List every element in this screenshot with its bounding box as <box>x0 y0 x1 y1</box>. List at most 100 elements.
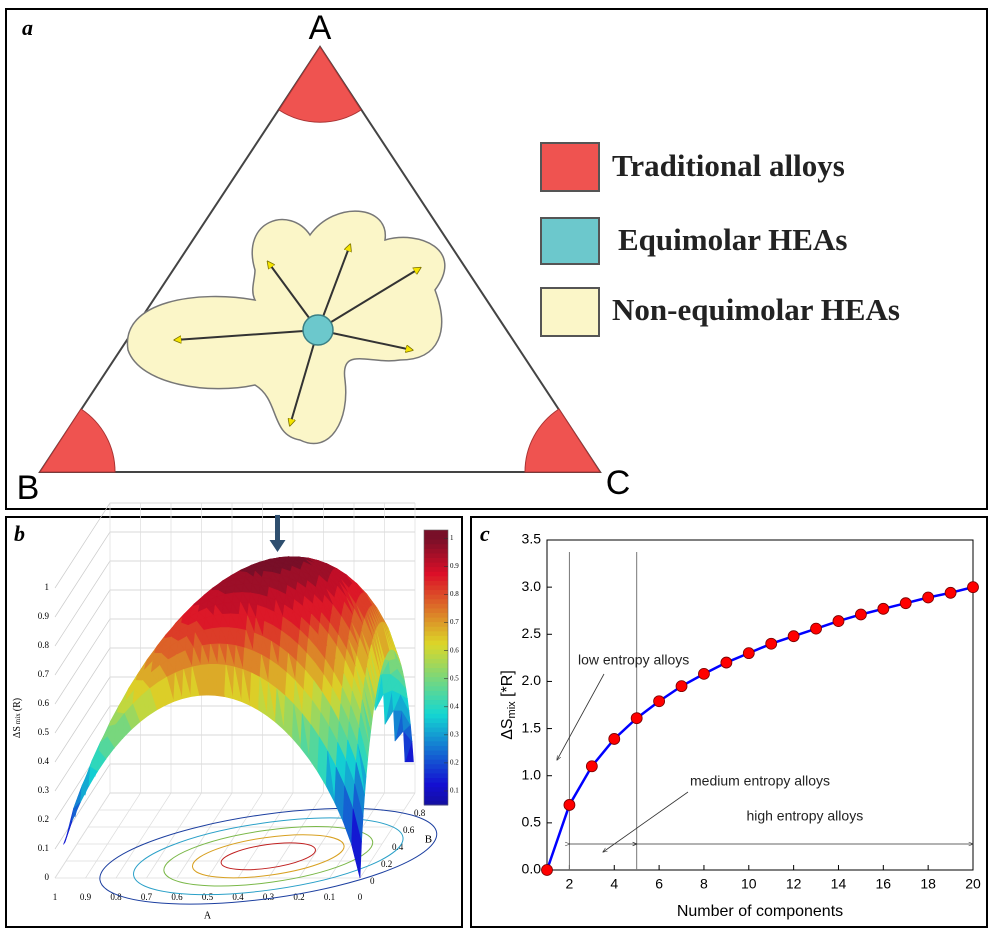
colorbar-tick-label: 0.8 <box>450 590 459 598</box>
colorbar-segment <box>424 690 448 695</box>
data-point <box>676 681 687 692</box>
colorbar-segment <box>424 741 448 746</box>
y-tick-label: 0 <box>370 876 375 886</box>
y-axis-label-part: ΔS <box>499 718 516 739</box>
panel-label: b <box>14 521 25 546</box>
z-tick-label: 0 <box>45 872 50 882</box>
low-label: low entropy alloys <box>578 652 689 668</box>
colorbar-segment <box>424 695 448 700</box>
colorbar-segment <box>424 585 448 590</box>
colorbar-segment <box>424 755 448 760</box>
x-tick-label: 6 <box>655 876 663 892</box>
colorbar-tick-label: 0.2 <box>450 759 459 767</box>
colorbar-segment <box>424 571 448 576</box>
colorbar-segment <box>424 718 448 723</box>
colorbar-segment <box>424 608 448 613</box>
z-tick-label: 0.7 <box>38 669 50 679</box>
y-tick-label: 0.2 <box>381 859 392 869</box>
z-tick-label: 0.4 <box>38 756 50 766</box>
colorbar-segment <box>424 539 448 544</box>
z-tick-label: 0.1 <box>38 843 49 853</box>
colorbar-segment <box>424 668 448 673</box>
y-tick-label: 0.5 <box>522 814 542 830</box>
data-point <box>743 648 754 659</box>
x-axis-label: Number of components <box>677 903 843 920</box>
colorbar-segment <box>424 791 448 796</box>
data-point <box>788 631 799 642</box>
x-tick-label: 10 <box>741 876 757 892</box>
x-tick-label: 16 <box>876 876 892 892</box>
data-point <box>900 598 911 609</box>
colorbar-segment <box>424 686 448 691</box>
colorbar-tick-label: 0.9 <box>450 562 459 570</box>
colorbar-segment <box>424 631 448 636</box>
z-axis-label-part: ΔS <box>12 726 23 738</box>
figure: a A B C Traditional alloys Equimolar HEA… <box>0 0 993 928</box>
colorbar-segment <box>424 553 448 558</box>
colorbar-segment <box>424 773 448 778</box>
z-axis-label-part: mix <box>14 713 22 724</box>
data-point <box>945 587 956 598</box>
x-tick-label: 0.1 <box>324 892 335 902</box>
x-tick-label: 12 <box>786 876 802 892</box>
colorbar-segment <box>424 558 448 563</box>
data-point <box>564 799 575 810</box>
y-axis-label-part: [*R] <box>499 670 516 701</box>
colorbar-segment <box>424 580 448 585</box>
x-tick-label: 8 <box>700 876 708 892</box>
equimolar-point <box>303 315 333 345</box>
z-tick-label: 0.9 <box>38 611 50 621</box>
legend-label: Non-equimolar HEAs <box>612 292 900 327</box>
x-tick-label: 1 <box>53 892 58 902</box>
z-tick-label: 0.6 <box>38 698 50 708</box>
colorbar-segment <box>424 759 448 764</box>
colorbar-segment <box>424 677 448 682</box>
colorbar-segment <box>424 635 448 640</box>
z-tick-label: 1 <box>45 582 50 592</box>
data-point <box>855 609 866 620</box>
colorbar-segment <box>424 736 448 741</box>
x-tick-label: 0.9 <box>80 892 92 902</box>
data-point <box>586 761 597 772</box>
colorbar-segment <box>424 613 448 618</box>
range-label: medium entropy alloys <box>690 773 830 789</box>
data-point <box>923 592 934 603</box>
x-tick-label: 0.7 <box>141 892 153 902</box>
colorbar-tick-label: 0.3 <box>450 730 459 738</box>
data-point <box>542 865 553 876</box>
y-tick-label: 0.6 <box>403 825 415 835</box>
colorbar-segment <box>424 732 448 737</box>
data-point <box>968 582 979 593</box>
colorbar-segment <box>424 603 448 608</box>
z-tick-label: 0.8 <box>38 640 50 650</box>
colorbar-tick-label: 0.1 <box>450 787 459 795</box>
panel-a: a A B C Traditional alloys Equimolar HEA… <box>6 9 987 509</box>
colorbar-segment <box>424 713 448 718</box>
panel-b: b 0 0.1 0.2 0.3 0.4 0.5 0.6 0.7 0.8 0.9 1 1 0.9 0.8 0.… <box>6 503 462 927</box>
legend-swatch <box>541 288 599 336</box>
panel-frame <box>6 9 987 509</box>
colorbar-tick-label: 0.5 <box>450 674 459 682</box>
panel-label: c <box>480 521 490 546</box>
data-point <box>811 623 822 634</box>
colorbar-segment <box>424 535 448 540</box>
colorbar-segment <box>424 723 448 728</box>
z-tick-label: 0.3 <box>38 785 50 795</box>
legend-swatch <box>541 218 599 264</box>
x-tick-label: 2 <box>566 876 574 892</box>
y-tick-label: 1.0 <box>522 766 542 782</box>
colorbar-segment <box>424 750 448 755</box>
vertex-label: A <box>309 9 332 47</box>
data-point <box>721 657 732 668</box>
x-tick-label: 0.3 <box>263 892 275 902</box>
colorbar-segment <box>424 640 448 645</box>
colorbar-segment <box>424 764 448 769</box>
colorbar-segment <box>424 544 448 549</box>
colorbar-tick-label: 1 <box>450 534 454 542</box>
y-tick-label: 3.5 <box>522 531 542 547</box>
z-tick-label: 0.5 <box>38 727 50 737</box>
y-tick-label: 0.0 <box>522 861 542 877</box>
colorbar-segment <box>424 530 448 535</box>
x-tick-label: 18 <box>920 876 936 892</box>
colorbar-segment <box>424 700 448 705</box>
